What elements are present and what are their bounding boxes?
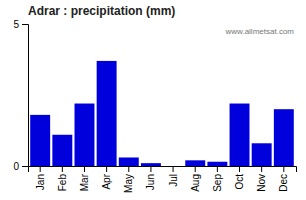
tick: Sep: [212, 166, 223, 192]
bar: [207, 162, 227, 166]
tick: Jun: [145, 166, 156, 190]
tick-mark: [239, 166, 240, 172]
tick: Dec: [278, 166, 289, 192]
x-axis: Jan Feb Mar Apr May Jun Jul Aug Sep Oct Nov Dec: [29, 166, 297, 193]
tick-label: Feb: [57, 174, 68, 192]
tick-mark: [283, 166, 284, 172]
tick: 5: [13, 19, 28, 30]
tick-label: Oct: [234, 174, 245, 190]
tick-mark: [106, 166, 107, 172]
tick-mark: [173, 166, 174, 172]
tick-label: Jun: [145, 174, 156, 190]
tick-mark: [217, 166, 218, 172]
tick-label: Aug: [190, 174, 201, 192]
bar: [185, 160, 205, 166]
bar: [252, 143, 272, 166]
bar: [163, 166, 183, 167]
bar: [119, 157, 139, 166]
tick-mark: [150, 166, 151, 172]
tick-label: May: [123, 174, 134, 193]
tick: Feb: [57, 166, 68, 191]
axis-line: [29, 167, 297, 173]
tick-mark: [40, 166, 41, 172]
tick-label: Nov: [256, 174, 267, 192]
bar: [230, 104, 250, 166]
tick-mark: [128, 166, 129, 172]
title: Adrar : precipitation (mm): [28, 4, 175, 18]
bar: [52, 135, 72, 166]
tick-mark: [22, 24, 28, 25]
bar: [274, 109, 294, 166]
y-axis: 05: [13, 19, 28, 172]
tick: Mar: [79, 166, 90, 191]
annotation: www.allmetsat.com: [225, 27, 295, 36]
tick-mark: [62, 166, 63, 172]
tick-label: Mar: [79, 173, 90, 191]
tick-label: Jul: [168, 174, 179, 187]
tick-label: Apr: [101, 173, 112, 189]
tick-label: 0: [13, 161, 19, 172]
tick: Oct: [234, 166, 245, 190]
tick: May: [123, 166, 134, 193]
tick: Apr: [101, 166, 112, 190]
tick: Aug: [190, 166, 201, 192]
tick: Nov: [256, 166, 267, 192]
bar: [97, 61, 117, 166]
tick: Jan: [35, 166, 46, 190]
bar: [141, 163, 161, 166]
tick-label: Dec: [278, 174, 289, 192]
tick-mark: [84, 166, 85, 172]
tick-label: Jan: [35, 174, 46, 190]
bar: [30, 115, 50, 166]
tick: 0: [13, 161, 28, 172]
tick-mark: [195, 166, 196, 172]
bar: [75, 104, 95, 166]
tick-label: 5: [13, 19, 19, 30]
chart: 05JanFebMarAprMayJunJulAugSepOctNovDecAd…: [0, 0, 306, 200]
tick-label: Sep: [212, 174, 223, 192]
plot-area: [30, 61, 294, 166]
axis-line: [22, 25, 29, 167]
tick-mark: [22, 166, 28, 167]
tick: Jul: [168, 166, 179, 187]
tick-mark: [261, 166, 262, 172]
